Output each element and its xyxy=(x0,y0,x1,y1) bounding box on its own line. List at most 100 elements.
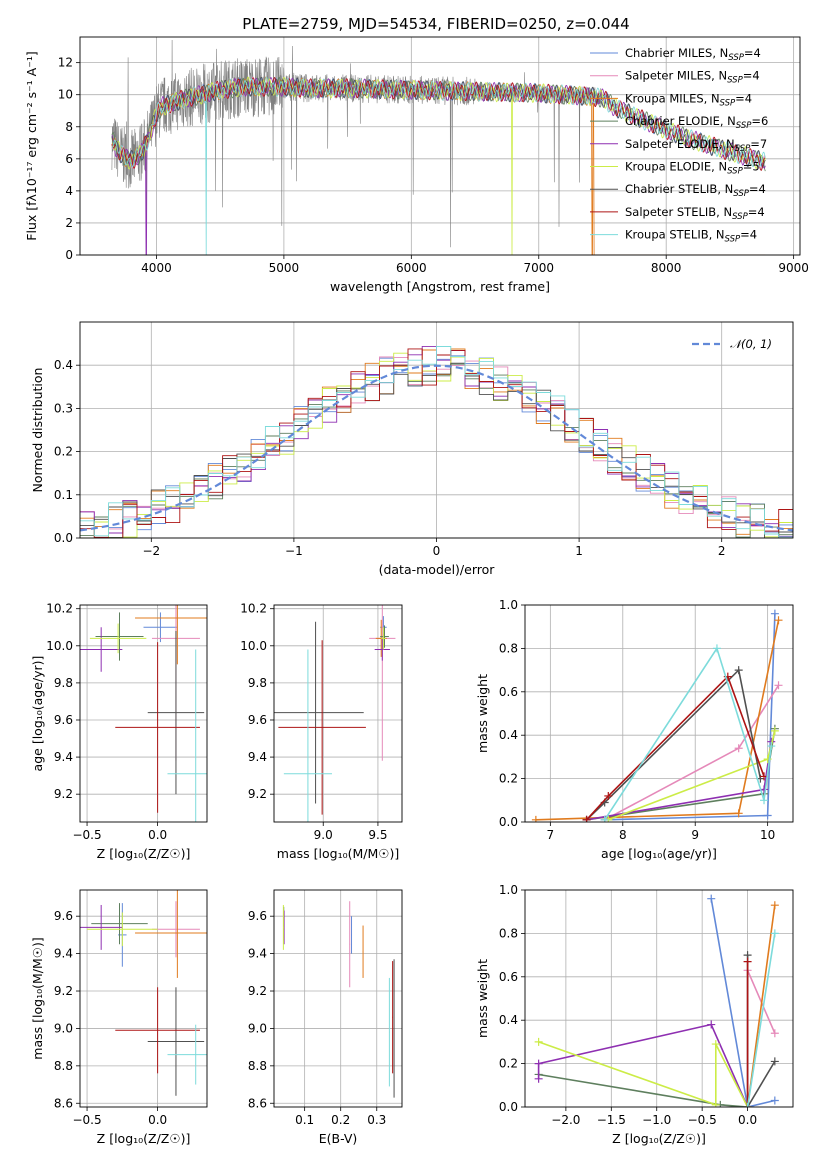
y-tick-label: 0.0 xyxy=(499,815,518,829)
errorbar-point-kroupa-miles xyxy=(135,605,207,665)
panel-age-vs-Z: −0.5 0.0 9.2 9.4 9.6 9.8 10.0 10.2 Z [log₁₀(Z/Z☉… xyxy=(30,602,208,861)
legend-label-gaussian: 𝒩(0, 1) xyxy=(730,337,772,351)
x-tick-label: 9.5 xyxy=(368,828,387,842)
plot-area xyxy=(282,901,395,1098)
x-tick-label: −2.0 xyxy=(551,1113,580,1127)
weight-line-salpeter-miles xyxy=(604,684,780,821)
y-tick-label: 0.3 xyxy=(54,401,73,415)
y-tick-label: 0.6 xyxy=(499,685,518,699)
plot-area xyxy=(531,609,783,822)
x-tick-label: 0.0 xyxy=(148,828,167,842)
y-axis-label: mass weight xyxy=(475,674,490,753)
axes-frame xyxy=(79,604,208,823)
panels: 4000 5000 6000 7000 8000 9000024681012wavelen… xyxy=(24,36,809,1146)
errorbar-point-kroupa-stelib xyxy=(167,1024,207,1085)
weight-line-kroupa-miles xyxy=(535,620,780,821)
legend-label-chabrier-miles: Chabrier MILES, NSSP=4 xyxy=(625,46,761,63)
errorbar-point-kroupa-elodie xyxy=(87,912,158,947)
errorbar-point-salpeter-stelib xyxy=(115,987,200,1074)
plot-area xyxy=(80,890,207,1096)
y-tick-label: 0.2 xyxy=(499,772,518,786)
plot-area xyxy=(80,605,207,822)
axes-frame xyxy=(273,604,403,823)
y-tick-label: 10.0 xyxy=(46,639,73,653)
y-axis-label: mass weight xyxy=(475,959,490,1038)
weight-line-salpeter-stelib xyxy=(586,675,765,821)
weight-line-chabrier-miles xyxy=(710,898,775,1107)
y-tick-label: 2 xyxy=(65,216,73,230)
legend-label-kroupa-stelib: Kroupa STELIB, NSSP=4 xyxy=(625,228,757,245)
weight-marker-salpeter-elodie xyxy=(534,1059,543,1068)
x-axis-label: mass [log₁₀(M/M☉)] xyxy=(277,846,399,861)
x-tick-label: −1.0 xyxy=(642,1113,671,1127)
x-tick-label: 8000 xyxy=(651,261,682,275)
panel-weight-vs-Z: −2.0 −1.5 −1.0 −0.5 0.0 0.0 0.2 0.4 0.6 0.8 1.0 Z [… xyxy=(475,883,794,1146)
observed-spectrum-line xyxy=(111,39,603,254)
y-tick-label: 12 xyxy=(58,56,73,70)
y-axis-label: mass [log₁₀(M/M☉)] xyxy=(30,937,45,1059)
errorbar-point-salpeter-stelib xyxy=(392,961,394,1074)
axes-frame xyxy=(79,321,794,539)
legend: Chabrier MILES, NSSP=4 Salpeter MILES, NS… xyxy=(590,46,768,245)
weight-marker-chabrier-miles xyxy=(770,609,779,618)
weight-marker-kroupa-miles xyxy=(531,815,540,822)
y-tick-label: 0.6 xyxy=(499,970,518,984)
y-tick-label: 0.2 xyxy=(54,445,73,459)
y-tick-label: 0.4 xyxy=(54,358,73,372)
errorbar-point-salpeter-miles xyxy=(349,901,351,988)
x-tick-label: 0.2 xyxy=(331,1113,350,1127)
x-axis-label: Z [log₁₀(Z/Z☉)] xyxy=(97,1131,191,1146)
weight-marker-kroupa-elodie xyxy=(770,726,779,735)
y-tick-label: 6 xyxy=(65,152,73,166)
y-tick-label: 0.8 xyxy=(499,641,518,655)
x-tick-label: −1.5 xyxy=(597,1113,626,1127)
weight-marker-salpeter-miles xyxy=(770,1029,779,1038)
gaussian-curve xyxy=(80,364,793,532)
y-tick-label: 9.2 xyxy=(248,787,267,801)
x-tick-label: 4000 xyxy=(141,261,172,275)
y-tick-label: 9.6 xyxy=(54,713,73,727)
y-tick-label: 0 xyxy=(65,248,73,262)
y-tick-label: 9.6 xyxy=(248,909,267,923)
weight-marker-chabrier-miles xyxy=(770,1096,779,1105)
legend-label-salpeter-elodie: Salpeter ELODIE, NSSP=7 xyxy=(625,137,767,154)
x-tick-label: 9000 xyxy=(778,261,809,275)
errorbar-point-kroupa-miles xyxy=(362,925,364,978)
x-axis-label: age [log₁₀(age/yr)] xyxy=(601,846,717,861)
weight-marker-salpeter-stelib xyxy=(743,957,752,966)
axes-frame xyxy=(79,889,208,1108)
x-tick-label: 9.0 xyxy=(314,828,333,842)
weight-marker-kroupa-stelib xyxy=(743,1103,752,1107)
y-tick-label: 9.6 xyxy=(54,909,73,923)
weight-marker-chabrier-miles xyxy=(763,811,772,820)
errorbar-point-kroupa-elodie xyxy=(381,627,386,650)
errorbar-point-chabrier-miles xyxy=(143,612,178,643)
x-tick-label: 7000 xyxy=(523,261,554,275)
y-tick-label: 8.6 xyxy=(248,1096,267,1110)
x-tick-label: 0.1 xyxy=(295,1113,314,1127)
x-axis-label: E(B-V) xyxy=(319,1131,358,1146)
legend-label-chabrier-elodie: Chabrier ELODIE, NSSP=6 xyxy=(625,114,768,131)
weight-marker-chabrier-stelib xyxy=(734,666,743,675)
weight-marker-kroupa-stelib xyxy=(712,644,721,653)
weight-marker-salpeter-miles xyxy=(734,744,743,753)
panel-age-vs-mass: 9.0 9.5 9.2 9.4 9.6 9.8 10.0 10.2 mass [log₁₀(M/… xyxy=(240,602,403,861)
x-tick-label: 8 xyxy=(619,828,627,842)
plot-area xyxy=(80,345,793,538)
y-tick-label: 9.4 xyxy=(54,947,73,961)
y-axis-label: age [log₁₀(age/yr)] xyxy=(30,656,45,772)
errorbar-point-salpeter-miles xyxy=(151,901,200,958)
x-tick-label: 5000 xyxy=(269,261,300,275)
y-tick-label: 9.2 xyxy=(54,984,73,998)
y-tick-label: 10 xyxy=(58,88,73,102)
errorbar-point-chabrier-elodie xyxy=(380,625,389,648)
y-tick-label: 9.2 xyxy=(248,984,267,998)
weight-marker-salpeter-miles xyxy=(774,681,783,690)
weight-marker-chabrier-miles xyxy=(707,894,716,903)
y-tick-label: 0.4 xyxy=(499,1013,518,1027)
x-tick-label: −1 xyxy=(285,544,303,558)
weight-marker-kroupa-stelib xyxy=(767,742,776,751)
weight-line-salpeter-elodie xyxy=(537,1023,749,1107)
weight-marker-salpeter-stelib xyxy=(604,791,613,800)
